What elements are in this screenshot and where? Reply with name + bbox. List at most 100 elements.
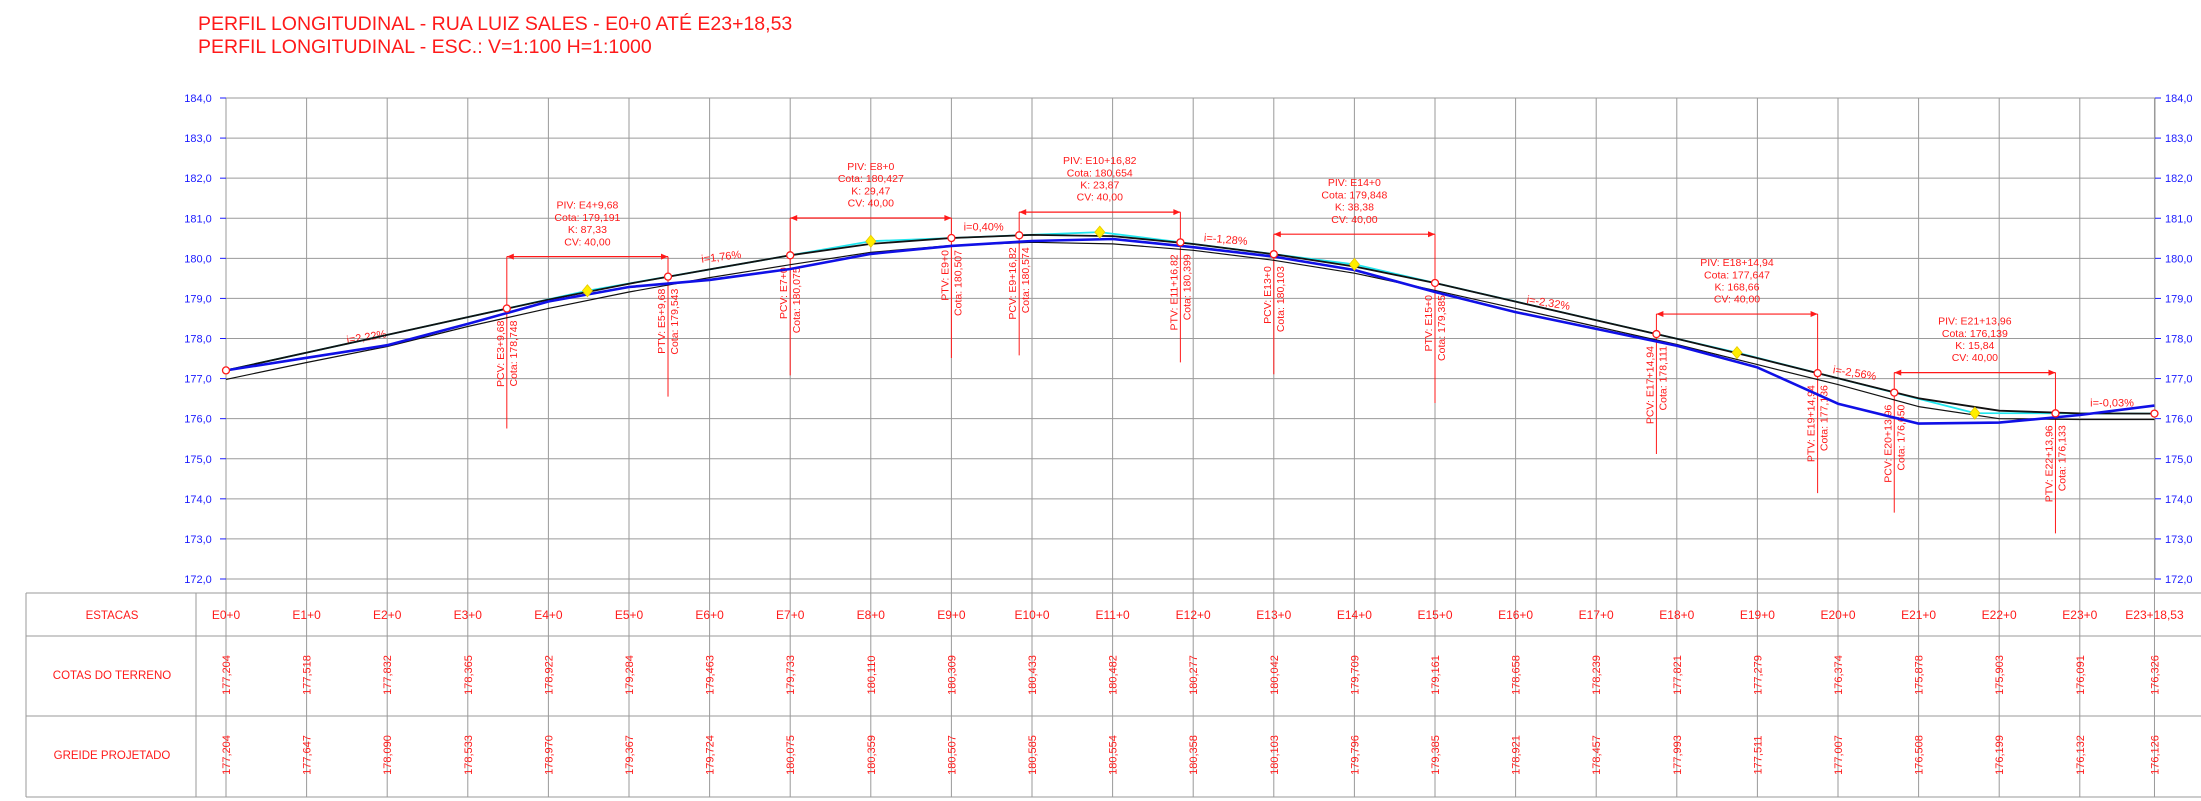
pcv-marker xyxy=(786,251,795,260)
y-tick-label-left: 172,0 xyxy=(184,574,212,586)
y-tick-label-right: 174,0 xyxy=(2165,494,2193,506)
y-tick-label-left: 182,0 xyxy=(184,173,212,185)
curve-bar-arrow-left xyxy=(1894,369,1902,376)
terrain-elevation-value: 179,284 xyxy=(624,655,636,695)
profile-grid xyxy=(225,97,2156,797)
piv-info-line: K: 29,47 xyxy=(851,185,890,197)
piv-marker xyxy=(581,284,593,298)
piv-info-line: Cota: 176,139 xyxy=(1942,328,2008,340)
station-label: E5+0 xyxy=(615,608,644,622)
ptv-elevation-label: Cota: 177,136 xyxy=(1819,385,1831,451)
curve-bar-arrow-left xyxy=(506,253,514,260)
pcv-station-label: PCV: E9+16,82 xyxy=(1007,247,1019,319)
terrain-elevation-value: 177,821 xyxy=(1672,655,1684,695)
drawing-subtitle: PERFIL LONGITUDINAL - ESC.: V=1:100 H=1:… xyxy=(198,36,652,58)
station-label: E4+0 xyxy=(534,608,563,622)
design-grade-value: 180,103 xyxy=(1269,735,1281,775)
station-label: E17+0 xyxy=(1579,608,1614,622)
ptv-marker xyxy=(1813,368,1822,378)
design-grade-value: 177,511 xyxy=(1752,736,1764,775)
curve-bar-arrow-left xyxy=(790,215,798,222)
y-tick-label-left: 184,0 xyxy=(184,93,212,105)
terrain-elevation-value: 176,374 xyxy=(1833,655,1845,695)
station-label: E15+0 xyxy=(1417,608,1452,622)
profile-end-marker xyxy=(221,366,231,375)
station-label: E1+0 xyxy=(292,608,321,622)
piv-marker xyxy=(1348,257,1360,272)
piv-info-line: PIV: E21+13,96 xyxy=(1938,316,2012,328)
station-label: E18+0 xyxy=(1659,608,1694,622)
pcv-marker xyxy=(1015,231,1024,240)
piv-info-line: PIV: E10+16,82 xyxy=(1063,155,1137,167)
terrain-elevation-value: 178,239 xyxy=(1591,655,1603,695)
pcv-marker xyxy=(1890,388,1899,397)
station-label: E16+0 xyxy=(1498,608,1533,622)
terrain-elevation-value: 180,482 xyxy=(1108,655,1120,695)
station-label: E23+18,53 xyxy=(2125,608,2184,622)
pcv-elevation-label: Cota: 178,111 xyxy=(1657,346,1669,411)
pcv-station-label: PCV: E20+13,96 xyxy=(1882,404,1894,482)
design-grade-value: 178,533 xyxy=(463,735,475,775)
ptv-station-label: PTV: E22+13,96 xyxy=(2043,425,2055,502)
y-tick-label-right: 172,0 xyxy=(2165,574,2193,586)
terrain-elevation-value: 177,832 xyxy=(382,655,394,695)
profile-markers xyxy=(221,225,2159,420)
terrain-elevation-value: 175,903 xyxy=(1994,655,2006,695)
curve-bar-arrow-right xyxy=(944,215,952,222)
ptv-station-label: PTV: E19+14,94 xyxy=(1806,385,1818,462)
y-tick-label-left: 181,0 xyxy=(184,213,212,225)
terrain-elevation-value: 175,878 xyxy=(1914,655,1926,695)
curve-bar-arrow-right xyxy=(661,253,669,260)
piv-info-line: K: 168,66 xyxy=(1715,281,1760,293)
piv-info-line: Cota: 179,191 xyxy=(554,212,620,224)
piv-marker xyxy=(1731,346,1743,360)
curve-bar-arrow-left xyxy=(1656,311,1664,318)
y-tick-label-left: 176,0 xyxy=(184,414,212,426)
ptv-marker xyxy=(1430,278,1440,288)
profile-lines xyxy=(225,231,2155,425)
station-label: E0+0 xyxy=(212,608,241,622)
curve-bar-arrow-left xyxy=(1273,231,1281,238)
pcv-elevation-label: Cota: 178,748 xyxy=(508,320,520,386)
design-grade-value: 177,007 xyxy=(1833,735,1845,775)
ptv-elevation-label: Cota: 180,399 xyxy=(1181,254,1193,320)
ptv-elevation-label: Cota: 176,133 xyxy=(2056,425,2068,491)
design-grade-value: 180,358 xyxy=(1188,735,1200,775)
station-label: E13+0 xyxy=(1256,608,1291,622)
terrain-elevation-value: 180,110 xyxy=(866,656,878,695)
design-grade-value: 177,647 xyxy=(302,735,314,775)
design-grade-value: 178,090 xyxy=(382,735,394,775)
terrain-elevation-value: 176,326 xyxy=(2149,655,2161,695)
station-label: E10+0 xyxy=(1014,608,1049,622)
terrain-elevation-value: 177,279 xyxy=(1752,655,1764,695)
terrain-elevation-value: 178,658 xyxy=(1511,655,1523,695)
y-tick-label-left: 175,0 xyxy=(184,454,212,466)
design-grade-value: 180,554 xyxy=(1108,735,1120,775)
pcv-elevation-label: Cota: 180,574 xyxy=(1020,247,1032,313)
terrain-elevation-value: 180,042 xyxy=(1269,655,1281,695)
curve-bar-arrow-right xyxy=(1810,311,1818,318)
series-line-grade-design xyxy=(225,233,2155,415)
design-grade-value: 178,457 xyxy=(1591,735,1603,775)
ptv-marker xyxy=(947,233,956,243)
piv-marker xyxy=(865,234,877,248)
piv-info-line: CV: 40,00 xyxy=(1714,294,1760,306)
piv-info-line: K: 38,38 xyxy=(1335,202,1374,214)
pcv-station-label: PCV: E13+0 xyxy=(1262,266,1274,324)
grade-percentage-label: i=-0,03% xyxy=(2090,398,2134,410)
design-grade-value: 180,585 xyxy=(1027,735,1039,775)
terrain-elevation-value: 178,365 xyxy=(463,655,475,695)
piv-info-line: K: 23,87 xyxy=(1080,180,1119,192)
terrain-elevation-value: 179,709 xyxy=(1349,655,1361,695)
terrain-elevation-value: 177,518 xyxy=(302,655,314,695)
curve-bar-arrow-right xyxy=(2048,369,2056,376)
terrain-elevation-value: 176,091 xyxy=(2075,655,2087,695)
piv-info-line: CV: 40,00 xyxy=(564,236,610,248)
grade-percentage-label: i=1,76% xyxy=(701,249,742,266)
design-grade-value: 176,132 xyxy=(2075,735,2087,775)
curve-bar-arrow-right xyxy=(1173,209,1181,216)
design-grade-value: 178,921 xyxy=(1511,735,1523,775)
ptv-station-label: PTV: E11+16,82 xyxy=(1168,254,1180,330)
design-grade-value: 176,199 xyxy=(1994,735,2006,775)
